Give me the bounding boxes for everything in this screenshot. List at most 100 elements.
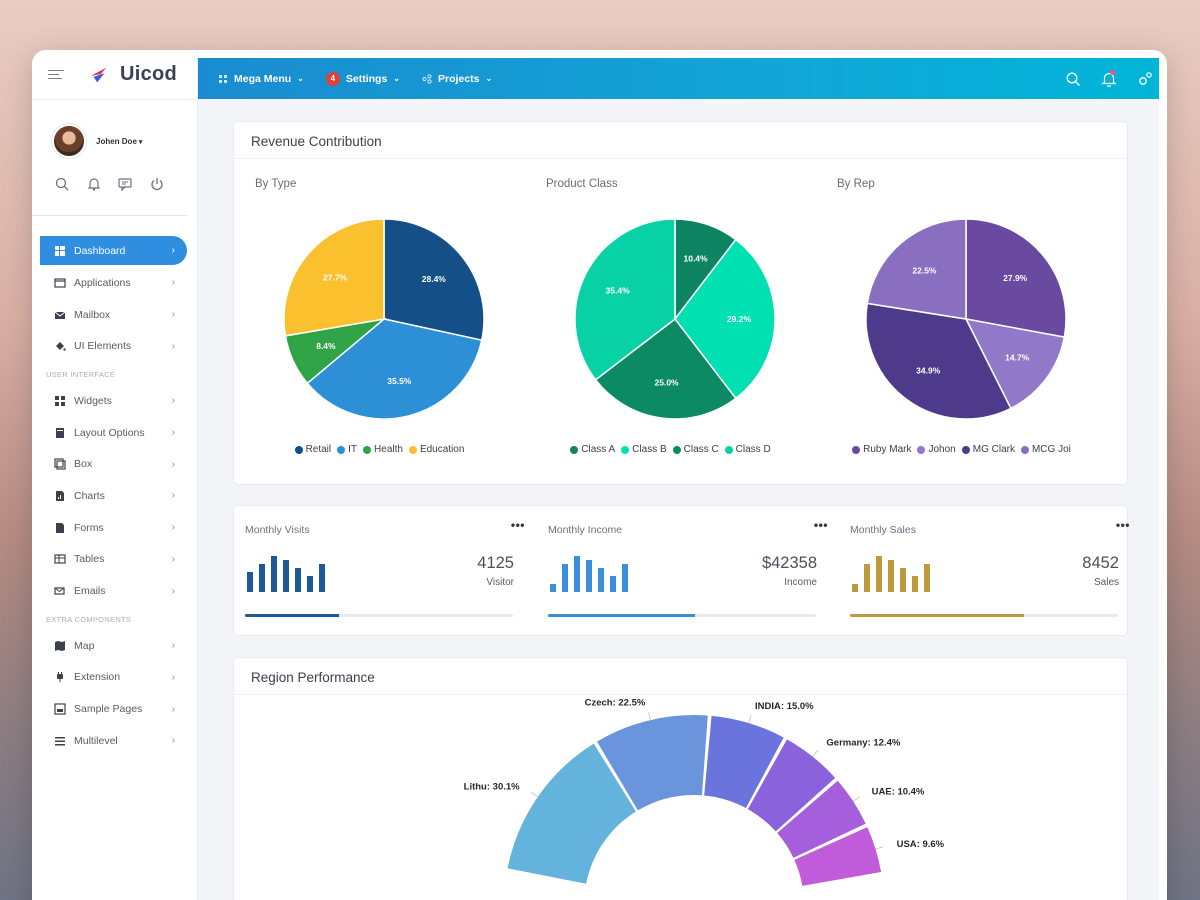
donut-slice-india[interactable] — [704, 715, 784, 809]
power-icon[interactable] — [149, 176, 165, 192]
more-dots-icon[interactable]: ••• — [813, 518, 828, 532]
card-title: Revenue Contribution — [234, 122, 1127, 159]
sidebar-item-label: Layout Options — [74, 426, 145, 439]
app-window: Uicod Johen Doe Dashboard › Applications… — [32, 50, 1167, 900]
legend-item-health[interactable]: Health — [363, 444, 403, 455]
legend-item-mg-clark[interactable]: MG Clark — [961, 444, 1015, 455]
bell-icon[interactable] — [86, 176, 102, 192]
legend-item-class-d[interactable]: Class D — [724, 444, 771, 455]
mini-bar — [586, 560, 592, 592]
pie-chart-by-rep: 27.9% 14.7% 34.9% 22.5% — [865, 218, 1067, 420]
main-content: Revenue Contribution By Type 28.4% 35.5% 8… — [198, 99, 1159, 900]
sidebar-item-label: Applications — [74, 276, 131, 289]
chevron-right-icon: › — [171, 427, 175, 439]
sidebar-item-sample-pages[interactable]: Sample Pages › — [32, 693, 197, 725]
mini-bar — [259, 564, 265, 592]
file-chart-icon — [54, 490, 66, 502]
sidebar-item-label: Charts — [74, 489, 105, 502]
pie-slice-mg-clark[interactable] — [865, 302, 1012, 420]
chevron-down-icon: ⌄ — [297, 74, 304, 83]
nav-settings[interactable]: 4 Settings ⌄ — [325, 71, 400, 86]
mini-bar — [247, 572, 253, 592]
legend-item-class-c[interactable]: Class C — [672, 444, 719, 455]
legend-item-education[interactable]: Education — [408, 444, 464, 455]
sidebar-item-tables[interactable]: Tables › — [32, 544, 197, 576]
legend-label: IT — [348, 444, 358, 455]
donut-slice-germany[interactable] — [747, 739, 836, 832]
pie-data-label: 27.9% — [1003, 273, 1028, 283]
chevron-right-icon: › — [171, 277, 175, 289]
nav-projects-label: Projects — [438, 72, 480, 85]
donut-slice-lithu[interactable] — [507, 743, 636, 884]
donut-slice-uae[interactable] — [777, 780, 866, 858]
pie-slice-class-c[interactable] — [594, 317, 737, 420]
mini-bar-chart — [247, 556, 325, 592]
more-dots-icon[interactable]: ••• — [1115, 518, 1130, 532]
pie-slice-retail[interactable] — [383, 218, 485, 342]
email-icon — [54, 585, 66, 597]
chevron-right-icon: › — [171, 395, 175, 407]
share-nodes-icon — [422, 73, 432, 84]
mini-bar — [319, 564, 325, 592]
region-donut-chart: Lithu: 30.1% Czech: 22.5% INDIA: 15.0% Germ… — [464, 698, 945, 886]
nav-projects[interactable]: Projects ⌄ — [422, 73, 492, 85]
legend-item-retail[interactable]: Retail — [294, 444, 331, 455]
hamburger-icon[interactable] — [48, 67, 64, 82]
legend-item-ruby-mark[interactable]: Ruby Mark — [852, 444, 911, 455]
chevron-right-icon: › — [171, 671, 175, 683]
pie-slice-class-d[interactable] — [574, 218, 676, 381]
sidebar-item-box[interactable]: Box › — [32, 448, 197, 480]
logo-icon — [90, 67, 107, 82]
chevron-right-icon: › — [171, 553, 175, 565]
progress-fill — [245, 614, 339, 617]
chevron-right-icon: › — [171, 245, 175, 256]
profile-name[interactable]: Johen Doe — [96, 137, 142, 146]
profile[interactable]: Johen Doe — [32, 100, 197, 166]
pie-slice-ruby-mark[interactable] — [965, 218, 1067, 338]
legend-item-class-a[interactable]: Class A — [570, 444, 615, 455]
sidebar-item-widgets[interactable]: Widgets › — [32, 385, 197, 417]
sidebar-item-charts[interactable]: Charts › — [32, 480, 197, 512]
donut-data-label: Germany: 12.4% — [826, 738, 900, 749]
donut-slice-czech[interactable] — [597, 715, 708, 811]
sidebar-item-mailbox[interactable]: Mailbox › — [32, 299, 197, 331]
brand-bar: Uicod — [32, 50, 197, 100]
progress-bar — [850, 614, 1118, 617]
pie-subtitle: By Type — [255, 178, 297, 190]
legend-item-johon[interactable]: Johon — [917, 444, 956, 455]
pie-slice-mcg-joi[interactable] — [866, 218, 967, 320]
sidebar-item-extension[interactable]: Extension › — [32, 662, 197, 694]
legend-item-it[interactable]: IT — [337, 444, 357, 455]
sidebar-item-ui-elements[interactable]: UI Elements › — [32, 330, 197, 362]
pie-chart-by-type: 28.4% 35.5% 8.4% 27.7% — [283, 218, 485, 420]
legend-swatch — [570, 445, 579, 454]
sidebar-item-forms[interactable]: Forms › — [32, 512, 197, 544]
donut-data-label: INDIA: 15.0% — [755, 701, 814, 712]
nav-mega-menu[interactable]: Mega Menu ⌄ — [218, 73, 304, 85]
chat-icon[interactable] — [117, 176, 133, 192]
sidebar-item-applications[interactable]: Applications › — [32, 267, 197, 299]
more-dots-icon[interactable]: ••• — [510, 518, 525, 532]
sidebar-item-map[interactable]: Map › — [32, 630, 197, 662]
donut-slice-usa[interactable] — [794, 827, 882, 886]
pie-slice-johon[interactable] — [964, 317, 1066, 410]
sidebar-item-label: Sample Pages — [74, 703, 143, 716]
gear-icon[interactable] — [1137, 71, 1153, 87]
pie-slice-education[interactable] — [283, 218, 385, 337]
sidebar-item-emails[interactable]: Emails › — [32, 575, 197, 607]
mini-bar — [283, 560, 289, 592]
notifications-button[interactable] — [1101, 69, 1137, 87]
donut-leader-line — [875, 846, 884, 850]
avatar[interactable] — [52, 124, 86, 158]
section-extra-components: EXTRA COMPONENTS — [46, 614, 132, 624]
sidebar-item-layout-options[interactable]: Layout Options › — [32, 417, 197, 449]
search-icon[interactable] — [1065, 71, 1081, 87]
pie-slice-class-b[interactable] — [674, 238, 776, 400]
search-icon[interactable] — [54, 176, 70, 192]
legend-item-mcg-joi[interactable]: MCG Joi — [1020, 444, 1071, 455]
legend-item-class-b[interactable]: Class B — [621, 444, 667, 455]
sidebar-item-multilevel[interactable]: Multilevel › — [32, 725, 197, 757]
sidebar-item-dashboard[interactable]: Dashboard › — [40, 236, 187, 265]
pie-slice-it[interactable] — [306, 318, 483, 420]
pie-data-label: 27.7% — [323, 273, 348, 283]
